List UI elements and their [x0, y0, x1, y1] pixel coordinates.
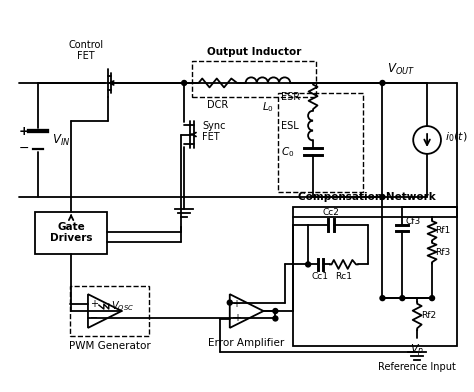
Text: $V_p$: $V_p$ — [410, 343, 424, 359]
Text: −: − — [233, 299, 241, 309]
Text: +: + — [233, 314, 241, 323]
Text: Cc1: Cc1 — [311, 272, 328, 281]
Text: $V_{OUT}$: $V_{OUT}$ — [387, 62, 416, 77]
Text: Rf1: Rf1 — [435, 226, 450, 235]
Text: Cf3: Cf3 — [405, 217, 420, 226]
Text: $C_0$: $C_0$ — [282, 145, 295, 159]
Circle shape — [380, 80, 385, 85]
Text: Gate
Drivers: Gate Drivers — [50, 222, 92, 243]
Circle shape — [273, 316, 278, 321]
Text: Rf3: Rf3 — [435, 248, 450, 257]
Text: Error Amplifier: Error Amplifier — [209, 338, 285, 348]
Circle shape — [380, 296, 385, 301]
Text: Rf2: Rf2 — [421, 312, 436, 321]
Circle shape — [273, 309, 278, 314]
Text: +: + — [90, 299, 98, 309]
Bar — [293, 207, 457, 346]
Text: −: − — [18, 142, 29, 155]
Text: Rc1: Rc1 — [335, 272, 352, 281]
Circle shape — [306, 262, 310, 267]
Text: $V_{OSC}$: $V_{OSC}$ — [111, 299, 134, 313]
Circle shape — [380, 194, 385, 200]
Text: $L_0$: $L_0$ — [262, 100, 274, 114]
Circle shape — [227, 300, 232, 305]
Bar — [278, 93, 363, 192]
Circle shape — [429, 296, 435, 301]
Circle shape — [182, 80, 187, 85]
Text: ESR: ESR — [282, 92, 301, 102]
Text: Cc2: Cc2 — [322, 208, 339, 217]
Text: +: + — [232, 299, 240, 309]
Text: Sync
FET: Sync FET — [202, 121, 226, 142]
Text: ESL: ESL — [282, 121, 299, 131]
Text: $i_0(t)$: $i_0(t)$ — [445, 130, 467, 144]
Text: Control
FET: Control FET — [68, 40, 103, 61]
Bar — [36, 212, 107, 254]
Text: Output Inductor: Output Inductor — [207, 47, 301, 57]
Text: −: − — [232, 314, 240, 323]
Text: −: − — [90, 314, 98, 323]
Text: +: + — [18, 125, 29, 138]
Bar — [70, 286, 149, 336]
Text: Compensation Network: Compensation Network — [298, 192, 436, 202]
Text: Reference Input: Reference Input — [378, 361, 456, 372]
Text: DCR: DCR — [207, 100, 228, 110]
Circle shape — [400, 296, 405, 301]
Text: PWM Generator: PWM Generator — [69, 341, 151, 351]
Text: $V_{IN}$: $V_{IN}$ — [52, 132, 71, 147]
Bar — [192, 61, 316, 97]
